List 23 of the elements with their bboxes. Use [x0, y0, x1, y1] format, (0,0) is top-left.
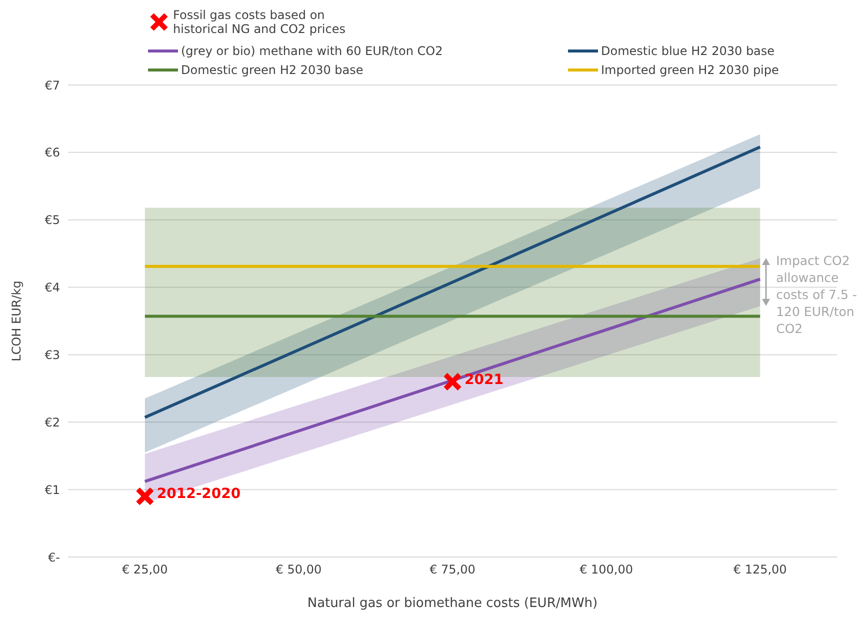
x-tick-label: € 25,00	[122, 562, 168, 577]
y-tick-label: €3	[44, 348, 60, 362]
x-tick-label: € 50,00	[276, 562, 322, 577]
annotation: 2021	[464, 372, 504, 388]
legend-label: (grey or bio) methane with 60 EUR/ton CO2	[181, 44, 443, 58]
y-tick-label: €1	[44, 482, 60, 497]
y-tick-label: €2	[44, 415, 60, 430]
y-tick-label: €7	[44, 78, 60, 92]
legend-label: Imported green H2 2030 pipe	[601, 63, 779, 78]
annotation: Impact CO2 allowance costs of 7.5 - 120 EUR/ton CO2	[776, 252, 858, 338]
y-axis-title: LCOH EUR/kg	[9, 280, 24, 362]
y-tick-label: €-	[48, 550, 60, 564]
y-tick-label: €5	[44, 213, 60, 228]
y-tick-label: €6	[44, 146, 60, 160]
x-tick-label: € 100,00	[580, 562, 634, 577]
legend-label: Domestic blue H2 2030 base	[601, 44, 775, 58]
x-axis-title: Natural gas or biomethane costs (EUR/MWh)	[307, 596, 598, 611]
x-tick-label: € 125,00	[733, 562, 787, 577]
legend-label: Fossil gas costs based on historical NG and CO2 prices	[173, 8, 346, 36]
y-tick-label: €4	[44, 280, 60, 295]
legend-label: Domestic green H2 2030 base	[181, 63, 364, 78]
x-tick-label: € 75,00	[430, 562, 476, 577]
annotation: 2012-2020	[156, 486, 241, 502]
